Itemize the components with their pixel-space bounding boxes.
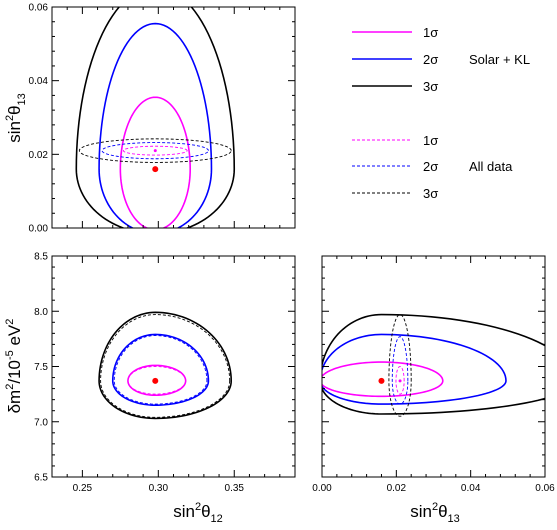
panel-bottom-left: 0.25 0.30 0.35 6.5 7.0 7.5 8.0 8.5 xyxy=(34,252,296,494)
legend-solid-3sigma: 3σ xyxy=(352,79,438,94)
panel-top-left: 0.00 0.02 0.04 0.06 xyxy=(29,3,296,235)
y-tick-label: 7.5 xyxy=(34,362,48,373)
contour-dashed-1sigma xyxy=(127,366,187,395)
legend-group-solar-kl: Solar + KL xyxy=(469,52,530,67)
y-tick-label: 8.0 xyxy=(34,307,48,318)
best-fit-point-all-data xyxy=(398,379,402,383)
frame-bottom-right xyxy=(321,255,546,478)
legend-label-solid-1sigma: 1σ xyxy=(423,25,438,40)
contour-dashed-3sigma xyxy=(100,314,231,418)
y-tick-label: 8.5 xyxy=(34,252,48,263)
contour-solid-1sigma xyxy=(127,364,187,397)
y-tick-label: 0.06 xyxy=(29,3,49,14)
y-tick-label: 7.0 xyxy=(34,417,48,428)
contour-solid-1sigma xyxy=(119,96,192,228)
legend-label-solid-3sigma: 3σ xyxy=(423,79,438,94)
panel-bottom-right: 0.00 0.02 0.04 0.06 xyxy=(312,255,555,494)
y-tick-label: 6.5 xyxy=(34,473,48,484)
x-tick-label: 0.06 xyxy=(535,483,555,494)
best-fit-point-solar-kl xyxy=(152,377,159,384)
legend-group-all-data: All data xyxy=(469,159,513,174)
contour-dashed-1sigma xyxy=(395,366,405,395)
legend-solid-1sigma: 1σ xyxy=(352,25,438,40)
x-tick-label: 0.35 xyxy=(225,483,245,494)
legend-label-solid-2sigma: 2σ xyxy=(423,52,438,67)
x-axis-label-bottom-right: sin2θ13 xyxy=(410,501,460,525)
best-fit-point-solar-kl xyxy=(378,377,385,384)
contour-solid-3sigma xyxy=(322,313,545,415)
y-tick-label: 0.00 xyxy=(29,224,49,235)
frame-top-left xyxy=(51,6,296,229)
ticks-bottom-right: 0.00 0.02 0.04 0.06 xyxy=(312,255,555,494)
legend-label-dashed-1sigma: 1σ xyxy=(423,133,438,148)
y-axis-label-bottom-left: δm2/10-5 eV2 xyxy=(4,319,24,414)
x-axis-label-bottom-left: sin2θ12 xyxy=(173,501,223,525)
legend-dashed-1sigma: 1σ xyxy=(352,133,438,148)
legend-solid-2sigma: 2σ xyxy=(352,52,438,67)
contour-dashed-3sigma xyxy=(78,138,232,163)
frame-bottom-left xyxy=(51,255,296,478)
legend: 1σ 2σ 3σ Solar + KL 1σ 2σ 3σ All data xyxy=(352,25,530,201)
contours-bottom-left xyxy=(98,311,233,420)
contour-dashed-2sigma xyxy=(101,142,209,160)
y-tick-label: 0.02 xyxy=(29,150,49,161)
contour-dashed-2sigma xyxy=(391,336,409,405)
contours-bottom-right xyxy=(322,313,545,417)
legend-label-dashed-2sigma: 2σ xyxy=(423,159,438,174)
contour-solid-2sigma xyxy=(322,333,507,405)
y-tick-label: 0.04 xyxy=(29,76,49,87)
x-tick-label: 0.04 xyxy=(461,483,481,494)
x-tick-label: 0.30 xyxy=(149,483,169,494)
best-fit-point-all-data xyxy=(153,149,157,153)
contour-solid-2sigma xyxy=(98,22,213,228)
x-tick-label: 0.25 xyxy=(73,483,93,494)
ticks-bottom-left: 0.25 0.30 0.35 6.5 7.0 7.5 8.0 8.5 xyxy=(34,252,296,494)
legend-label-dashed-3sigma: 3σ xyxy=(423,186,438,201)
best-fit-point-solar-kl xyxy=(152,166,159,173)
contour-dashed-1sigma xyxy=(122,145,188,156)
contour-solid-3sigma xyxy=(98,311,233,420)
contours-top-left xyxy=(75,7,236,228)
best-fit-bottom-right xyxy=(378,377,402,384)
best-fit-top-left xyxy=(152,149,159,173)
legend-dashed-2sigma: 2σ xyxy=(352,159,438,174)
x-tick-label: 0.02 xyxy=(387,483,407,494)
ticks-top-left: 0.00 0.02 0.04 0.06 xyxy=(29,3,296,235)
legend-dashed-3sigma: 3σ xyxy=(352,186,438,201)
x-tick-label: 0.00 xyxy=(312,483,332,494)
y-axis-label-top-left: sin2θ13 xyxy=(4,93,28,143)
best-fit-bottom-left xyxy=(152,377,159,384)
contour-solid-1sigma xyxy=(322,361,444,398)
contour-solid-2sigma xyxy=(111,333,210,406)
contour-dashed-2sigma xyxy=(113,335,208,405)
contour-solid-3sigma xyxy=(75,7,236,228)
contour-dashed-3sigma xyxy=(388,314,412,417)
